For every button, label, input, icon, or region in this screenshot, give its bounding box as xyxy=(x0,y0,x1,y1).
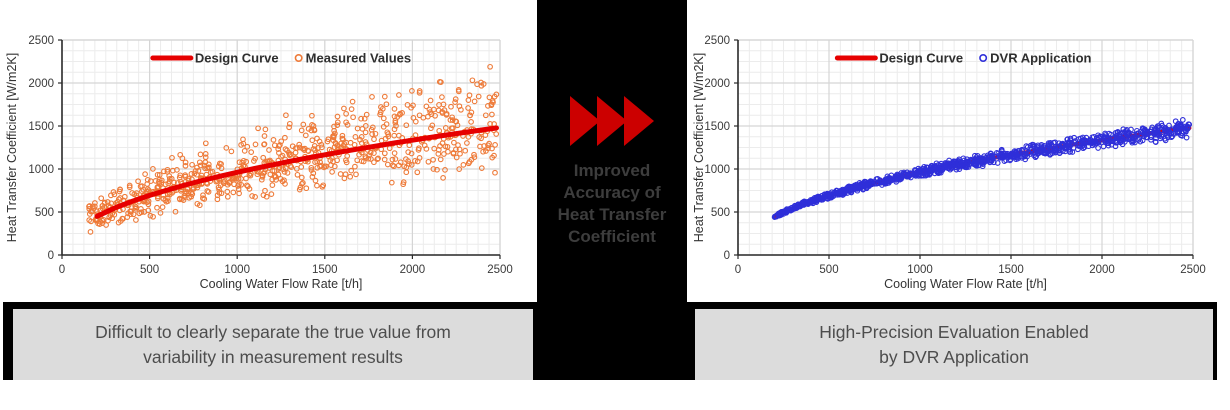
svg-text:Heat Transfer Coefficient [W/m: Heat Transfer Coefficient [W/m2K] xyxy=(5,53,19,242)
svg-text:1000: 1000 xyxy=(704,164,730,176)
svg-text:0: 0 xyxy=(735,264,741,276)
svg-text:2000: 2000 xyxy=(28,78,54,90)
svg-text:1000: 1000 xyxy=(28,164,54,176)
svg-text:500: 500 xyxy=(819,264,838,276)
measured-values-chart-panel: 0 500 1000 1500 2000 2500 0 500 1000 1500 2000 2500… xyxy=(0,0,537,300)
svg-text:1500: 1500 xyxy=(28,121,54,133)
right-caption-bar: High-Precision Evaluation Enabled by DVR… xyxy=(687,302,1217,380)
svg-text:2500: 2500 xyxy=(28,35,54,47)
svg-text:0: 0 xyxy=(48,250,54,262)
svg-text:Measured Values: Measured Values xyxy=(306,51,412,66)
svg-text:Cooling Water Flow Rate [t/h]: Cooling Water Flow Rate [t/h] xyxy=(884,277,1047,291)
svg-text:Cooling Water Flow Rate [t/h]: Cooling Water Flow Rate [t/h] xyxy=(200,277,363,291)
svg-text:1500: 1500 xyxy=(998,264,1024,276)
left-caption-text: Difficult to clearly separate the true v… xyxy=(95,321,451,367)
svg-text:1500: 1500 xyxy=(704,121,730,133)
improvement-callout-text: Improved Accuracy of Heat Transfer Coeff… xyxy=(557,161,667,246)
right-caption-box: High-Precision Evaluation Enabled by DVR… xyxy=(695,309,1213,380)
svg-text:Design Curve: Design Curve xyxy=(195,51,279,66)
left-caption-box: Difficult to clearly separate the true v… xyxy=(13,309,533,380)
improvement-callout: Improved Accuracy of Heat Transfer Coeff… xyxy=(537,0,687,380)
svg-text:500: 500 xyxy=(711,207,730,219)
svg-text:500: 500 xyxy=(35,207,54,219)
triple-right-arrows-icon xyxy=(570,96,654,146)
dvr-application-chart-panel: 0 500 1000 1500 2000 2500 0 500 1000 1500 2000 2500… xyxy=(687,0,1230,300)
svg-text:1000: 1000 xyxy=(907,264,933,276)
svg-text:2500: 2500 xyxy=(1180,264,1206,276)
svg-text:2500: 2500 xyxy=(704,35,730,47)
dvr-application-chart: 0 500 1000 1500 2000 2500 0 500 1000 1500 2000 2500… xyxy=(692,35,1206,291)
svg-text:0: 0 xyxy=(59,264,65,276)
svg-text:2500: 2500 xyxy=(487,264,513,276)
svg-text:2000: 2000 xyxy=(400,264,426,276)
svg-text:500: 500 xyxy=(140,264,159,276)
svg-text:1000: 1000 xyxy=(224,264,250,276)
svg-text:0: 0 xyxy=(724,250,730,262)
left-caption-bar: Difficult to clearly separate the true v… xyxy=(3,302,537,380)
svg-text:2000: 2000 xyxy=(1089,264,1115,276)
svg-text:2000: 2000 xyxy=(704,78,730,90)
measured-values-chart: 0 500 1000 1500 2000 2500 0 500 1000 1500 2000 2500… xyxy=(5,35,513,291)
bottom-whitespace xyxy=(0,380,1230,410)
svg-text:Heat Transfer Coefficient [W/m: Heat Transfer Coefficient [W/m2K] xyxy=(692,53,706,242)
svg-text:1500: 1500 xyxy=(312,264,338,276)
svg-text:DVR Application: DVR Application xyxy=(990,51,1091,66)
svg-text:Design Curve: Design Curve xyxy=(879,51,963,66)
right-caption-text: High-Precision Evaluation Enabled by DVR… xyxy=(819,321,1089,367)
